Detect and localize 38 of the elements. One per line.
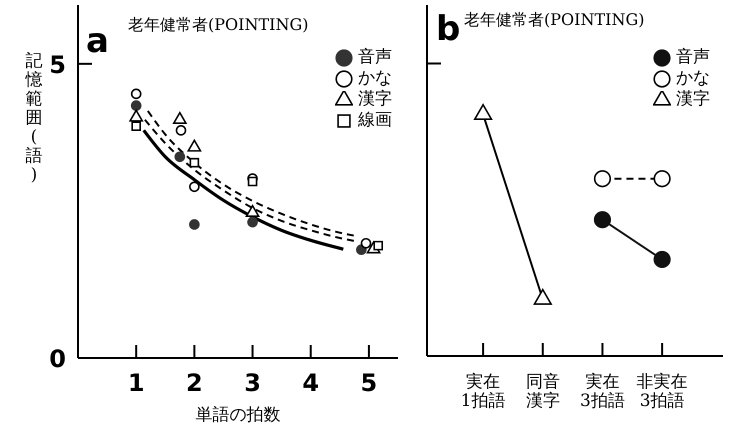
x-tick-label: 4 — [302, 369, 320, 397]
annotation: a — [86, 21, 109, 61]
point — [130, 100, 142, 111]
x-tick-label: 非実在3拍語 — [636, 372, 688, 411]
x-axis-title: 単語の拍数 — [194, 404, 282, 426]
x-tick-label: 実在3拍語 — [580, 372, 625, 411]
point — [129, 110, 144, 122]
y-axis-title: 記憶範囲(語) — [24, 51, 44, 185]
text: 老年健常者(POINTING) — [128, 15, 308, 36]
point — [172, 112, 187, 124]
legend-label: かな — [676, 68, 710, 89]
legend-label: 音声 — [676, 47, 710, 68]
point — [189, 181, 200, 192]
legend-label: かな — [358, 68, 392, 89]
point — [247, 216, 258, 228]
x-tick-label: 実在1拍語 — [460, 372, 506, 411]
point — [360, 238, 372, 249]
legend-label: 漢字 — [676, 89, 710, 110]
point — [187, 140, 202, 152]
point — [248, 176, 258, 186]
line-series — [142, 128, 345, 251]
point — [131, 121, 141, 131]
x-tick-label: 同音漢字 — [526, 372, 560, 411]
x-tick-label: 3 — [244, 369, 261, 397]
x-tick-label: 1 — [128, 369, 145, 397]
point — [176, 125, 186, 136]
point — [130, 88, 142, 100]
x-tick-label: 5 — [360, 369, 378, 397]
legend-label: 漢字 — [358, 89, 392, 110]
point — [190, 158, 200, 168]
y-tick-label: 0 — [49, 345, 66, 373]
legend-label: 線画 — [358, 110, 392, 131]
chart-title: 老年健常者(POINTING) — [464, 10, 644, 31]
x-tick-label: 2 — [186, 369, 203, 397]
point — [189, 219, 200, 230]
point — [174, 151, 186, 162]
legend-label: 音声 — [358, 47, 392, 68]
annotation: b — [436, 9, 460, 49]
